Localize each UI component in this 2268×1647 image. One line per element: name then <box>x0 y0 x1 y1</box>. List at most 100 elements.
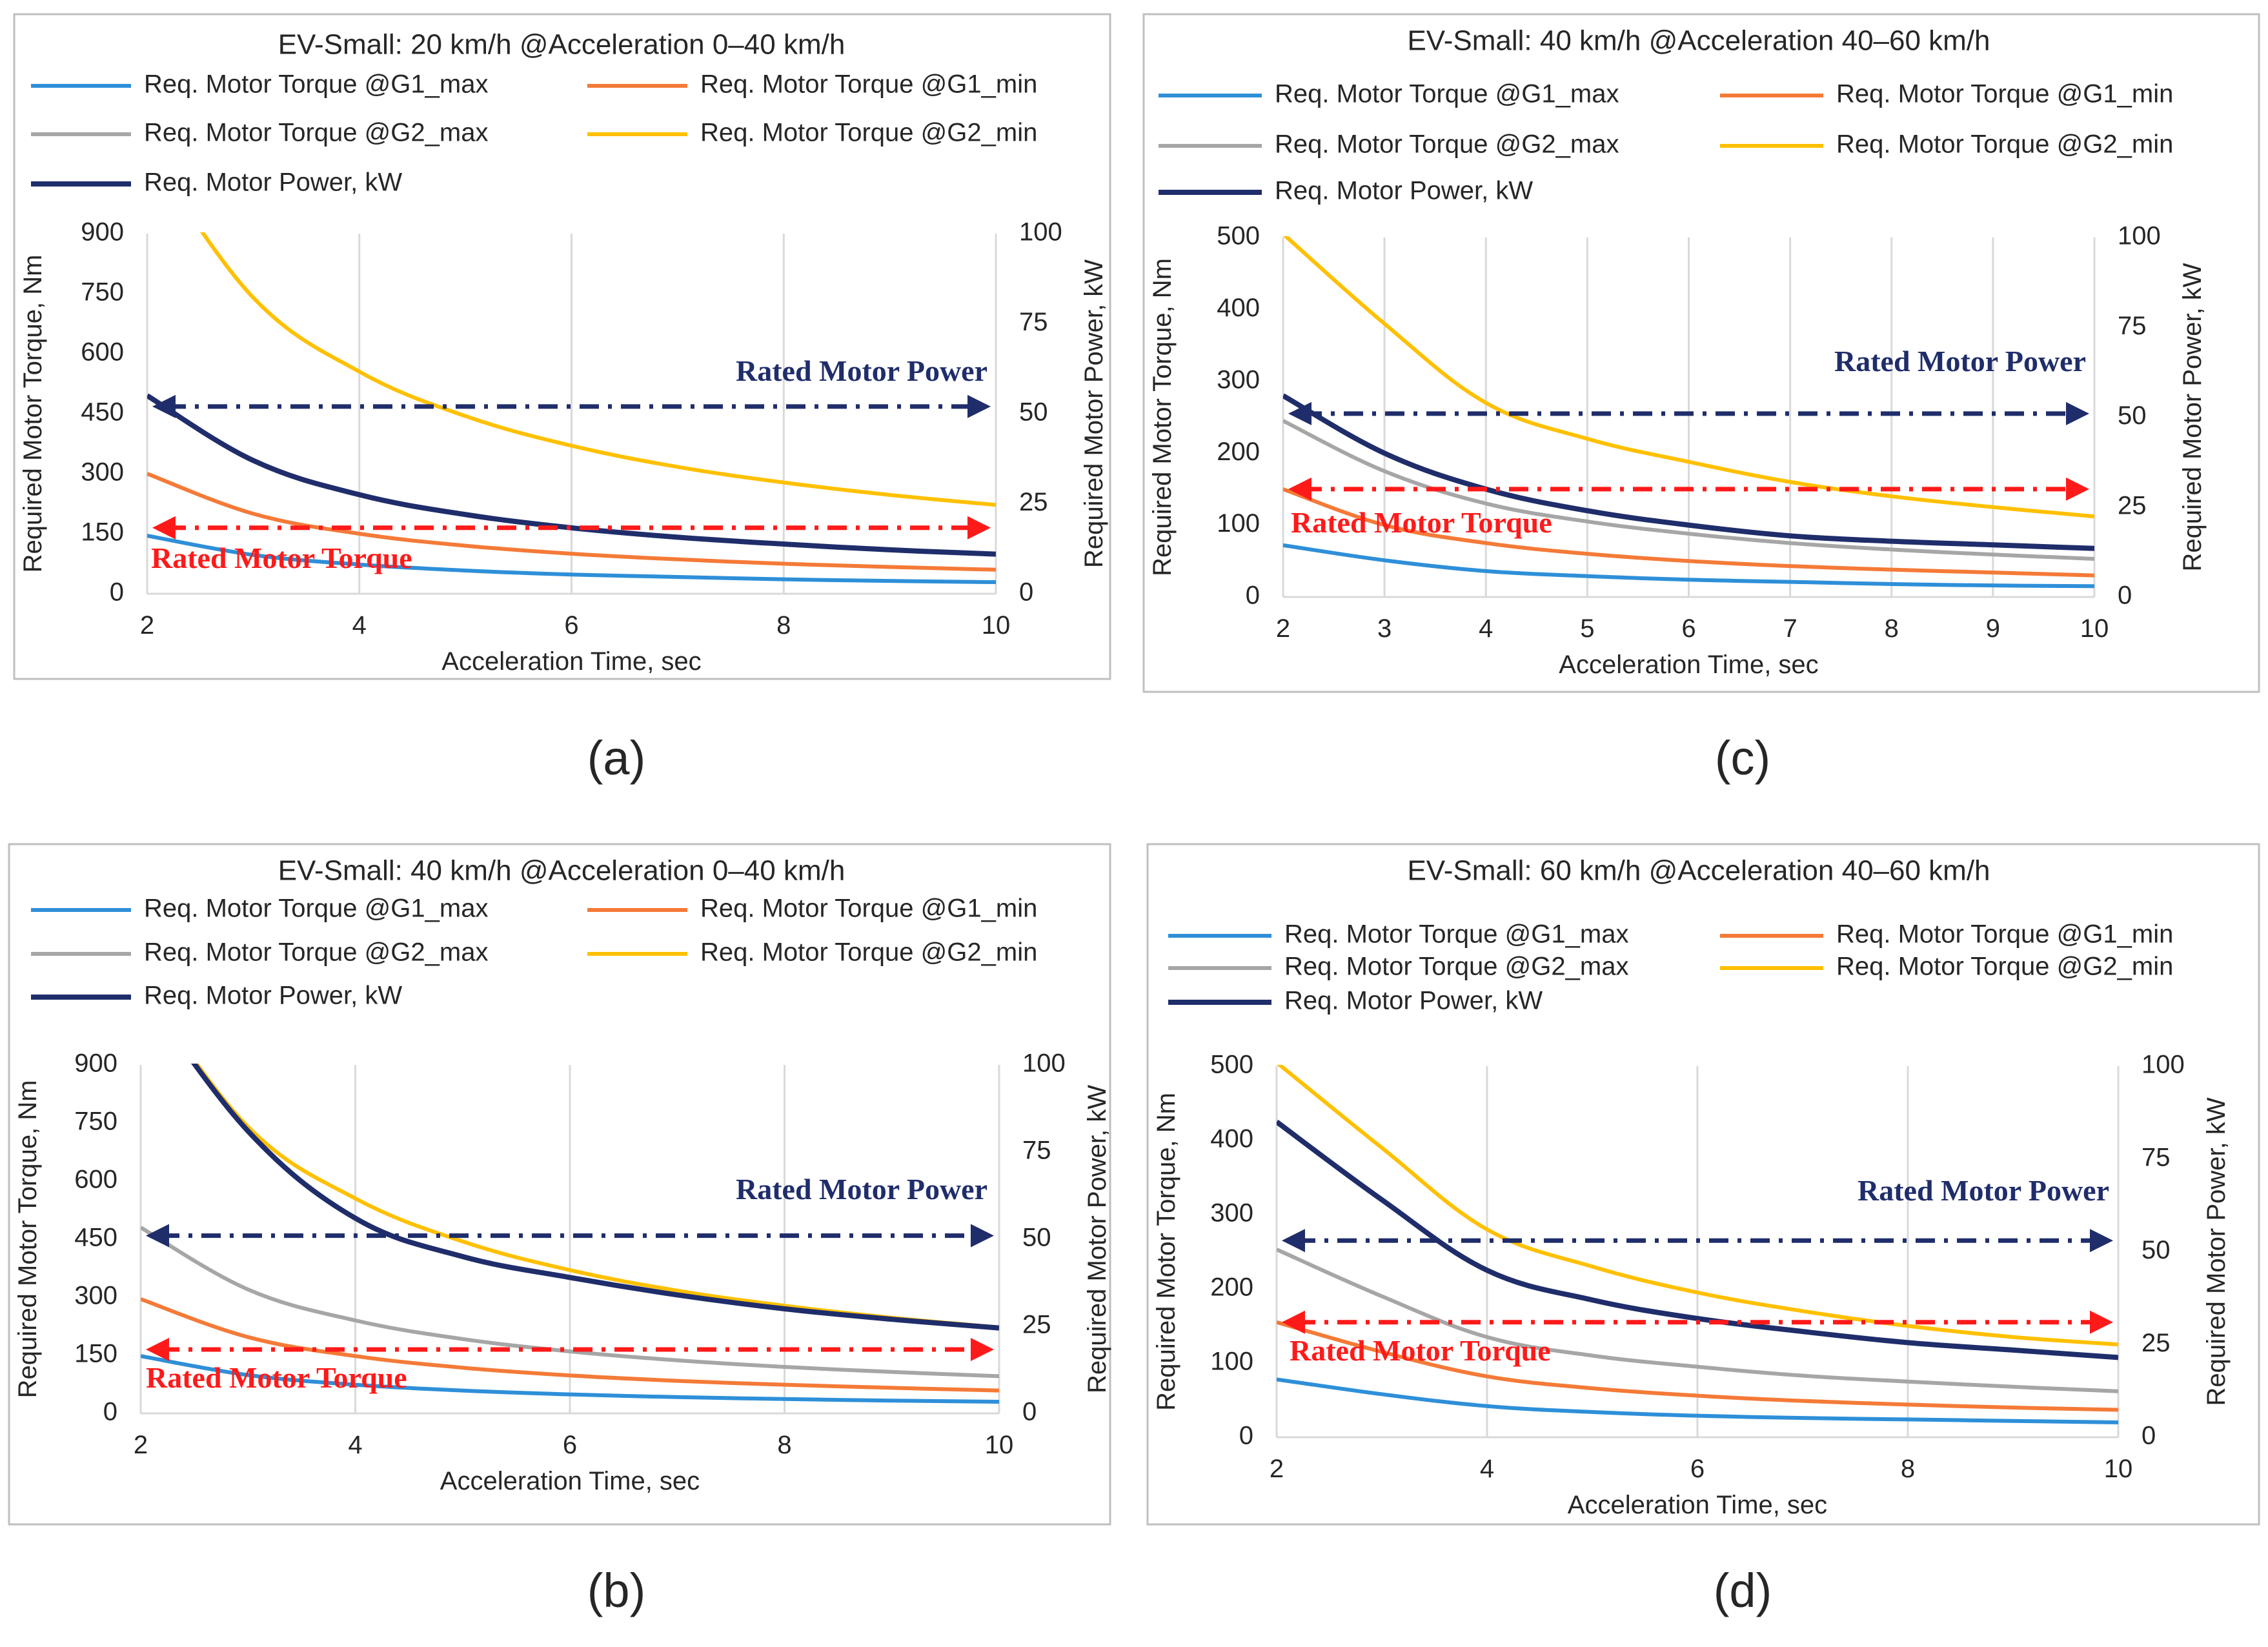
y-tick-label: 200 <box>1217 438 1260 466</box>
y2-tick-label: 100 <box>2118 222 2161 250</box>
legend-label: Req. Motor Torque @G1_min <box>1836 80 2173 108</box>
legend-label: Req. Motor Torque @G2_min <box>700 119 1037 147</box>
y2-tick-label: 50 <box>2118 401 2147 430</box>
legend-item-power: Req. Motor Power, kW <box>31 168 402 197</box>
rated-power-marker <box>146 1224 994 1248</box>
x-tick-label: 2 <box>1276 614 1290 643</box>
x-tick-label: 6 <box>564 611 578 640</box>
legend-label: Req. Motor Power, kW <box>144 168 402 197</box>
x-tick-label: 4 <box>1479 614 1493 643</box>
y2-tick-label: 0 <box>1019 578 1033 607</box>
rated-power-marker-arrow-right <box>2066 401 2089 425</box>
legend-label: Req. Motor Power, kW <box>1275 177 1533 205</box>
rated-power-marker-arrow-right <box>967 394 991 418</box>
y-axis-title: Required Motor Torque, Nm <box>1152 1093 1180 1411</box>
rated-torque-marker-arrow-right <box>2066 477 2089 501</box>
rated-power-marker <box>152 394 991 418</box>
chart-frame <box>1146 843 2260 1526</box>
y-tick-label: 150 <box>74 1340 117 1368</box>
series-line-g1-min <box>1283 487 2094 578</box>
legend-label: Req. Motor Torque @G1_min <box>700 894 1037 923</box>
legend-item-g1-min: Req. Motor Torque @G1_min <box>587 894 1037 923</box>
y2-tick-label: 75 <box>2118 312 2147 340</box>
panel-label-a: (a) <box>587 731 645 785</box>
rated-torque-marker <box>152 516 991 540</box>
x-tick-label: 2 <box>140 611 154 640</box>
legend-item-g1-max: Req. Motor Torque @G1_max <box>31 70 488 99</box>
legend-label: Req. Motor Torque @G2_max <box>144 119 488 147</box>
y2-tick-label: 25 <box>2141 1329 2171 1357</box>
y2-axis-title: Required Motor Power, kW <box>2178 263 2207 571</box>
legend-label: Req. Motor Torque @G2_min <box>1836 953 2173 981</box>
series-line-g1-min <box>1277 1320 2118 1412</box>
rated-power-marker-arrow-right <box>971 1224 994 1248</box>
legend-item-g2-min: Req. Motor Torque @G2_min <box>587 938 1037 967</box>
x-axis-title: Acceleration Time, sec <box>440 1467 700 1495</box>
y2-tick-label: 50 <box>1022 1224 1051 1252</box>
legend-item-power: Req. Motor Power, kW <box>31 982 402 1010</box>
y-tick-label: 500 <box>1210 1051 1253 1079</box>
rated-torque-marker-arrow-right <box>967 516 991 540</box>
legend-item-power: Req. Motor Power, kW <box>1168 987 1543 1015</box>
series-line-power <box>1277 1120 2118 1360</box>
x-axis-title: Acceleration Time, sec <box>1559 651 1818 679</box>
y2-tick-label: 50 <box>1019 398 1048 427</box>
y-tick-label: 0 <box>103 1398 117 1426</box>
chart-panel-b: EV-Small: 40 km/h @Acceleration 0–40 km/… <box>8 843 1111 1526</box>
legend-label: Req. Motor Torque @G1_min <box>700 70 1037 99</box>
y-axis-title: Required Motor Torque, Nm <box>19 255 47 573</box>
y-tick-label: 900 <box>81 218 124 247</box>
legend-label: Req. Motor Torque @G1_max <box>1275 80 1619 108</box>
x-tick-label: 6 <box>563 1431 577 1459</box>
legend-label: Req. Motor Torque @G2_min <box>700 938 1037 967</box>
panel-label-b: (b) <box>587 1564 645 1617</box>
x-tick-label: 3 <box>1377 614 1392 643</box>
y-tick-label: 300 <box>74 1282 117 1310</box>
series-group <box>147 232 996 585</box>
y2-tick-label: 75 <box>1019 308 1048 336</box>
y2-tick-label: 0 <box>2141 1422 2156 1450</box>
rated-torque-marker-arrow-left <box>146 1338 169 1361</box>
legend-item-g2-min: Req. Motor Torque @G2_min <box>587 119 1037 147</box>
chart-frame <box>13 13 1111 680</box>
chart-panel-a: EV-Small: 20 km/h @Acceleration 0–40 km/… <box>13 13 1111 680</box>
x-tick-label: 10 <box>985 1431 1014 1459</box>
x-tick-label: 2 <box>134 1431 148 1459</box>
series-line-g1-max <box>147 534 996 585</box>
legend-item-power: Req. Motor Power, kW <box>1159 177 1533 205</box>
rated-power-marker <box>1288 401 2089 425</box>
rated-power-marker-arrow-left <box>152 394 176 418</box>
y2-tick-label: 100 <box>1022 1049 1066 1078</box>
y-tick-label: 0 <box>110 578 124 607</box>
series-line-g1-min <box>147 472 996 572</box>
legend-label: Req. Motor Torque @G1_max <box>144 894 488 923</box>
y2-tick-label: 50 <box>2141 1236 2171 1264</box>
series-line-g2-min <box>199 232 996 507</box>
y-tick-label: 150 <box>81 518 124 547</box>
y2-tick-label: 0 <box>2118 581 2132 610</box>
x-tick-label: 10 <box>2104 1455 2133 1483</box>
y-axis-title: Required Motor Torque, Nm <box>14 1080 42 1399</box>
chart-title: EV-Small: 20 km/h @Acceleration 0–40 km/… <box>278 29 845 61</box>
series-line-power <box>190 1064 999 1331</box>
legend-item-g2-max: Req. Motor Torque @G2_max <box>31 938 488 967</box>
y-tick-label: 300 <box>1217 365 1260 394</box>
chart-frame <box>8 843 1111 1526</box>
rated-torque-marker <box>146 1338 994 1361</box>
y2-tick-label: 75 <box>1022 1137 1051 1165</box>
y2-tick-label: 25 <box>2118 491 2147 520</box>
series-line-g2-min <box>1277 1065 2118 1347</box>
x-axis-title: Acceleration Time, sec <box>1568 1491 1827 1519</box>
x-tick-label: 7 <box>1783 614 1797 643</box>
legend-label: Req. Motor Power, kW <box>144 982 402 1010</box>
x-tick-label: 6 <box>1690 1455 1705 1483</box>
y2-axis-title: Required Motor Power, kW <box>1083 1085 1111 1393</box>
y-tick-label: 400 <box>1217 294 1260 322</box>
rated-torque-marker <box>1288 477 2089 501</box>
y-tick-label: 300 <box>1210 1199 1253 1228</box>
rated-torque-label: Rated Motor Torque <box>146 1361 407 1394</box>
x-tick-label: 4 <box>352 611 367 640</box>
legend-item-g2-max: Req. Motor Torque @G2_max <box>1168 953 1628 981</box>
x-tick-label: 10 <box>982 611 1011 640</box>
x-tick-label: 9 <box>1986 614 2000 643</box>
